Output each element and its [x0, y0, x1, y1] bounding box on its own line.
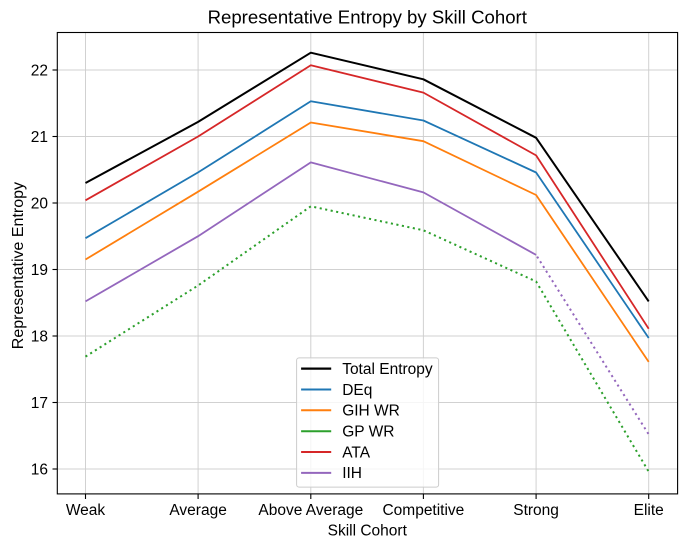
svg-text:DEq: DEq	[342, 382, 372, 399]
svg-text:Skill Cohort: Skill Cohort	[328, 523, 408, 540]
svg-text:Elite: Elite	[634, 502, 664, 519]
svg-text:20: 20	[31, 196, 49, 213]
svg-text:17: 17	[31, 395, 48, 412]
svg-text:Total Entropy: Total Entropy	[342, 361, 433, 378]
svg-text:ATA: ATA	[342, 444, 371, 461]
svg-text:16: 16	[31, 462, 48, 479]
svg-text:22: 22	[31, 63, 48, 80]
svg-text:19: 19	[31, 262, 48, 279]
svg-text:Above Average: Above Average	[258, 502, 363, 519]
svg-text:Competitive: Competitive	[382, 502, 464, 519]
svg-text:IIH: IIH	[342, 465, 362, 482]
svg-text:Average: Average	[169, 502, 226, 519]
svg-text:GIH WR: GIH WR	[342, 403, 400, 420]
svg-text:GP WR: GP WR	[342, 424, 394, 441]
svg-text:Representative Entropy: Representative Entropy	[10, 182, 27, 349]
svg-text:Representative Entropy by Skil: Representative Entropy by Skill Cohort	[208, 7, 528, 28]
svg-text:18: 18	[31, 329, 48, 346]
svg-text:Weak: Weak	[66, 502, 106, 519]
svg-text:Strong: Strong	[513, 502, 559, 519]
svg-text:21: 21	[31, 129, 48, 146]
